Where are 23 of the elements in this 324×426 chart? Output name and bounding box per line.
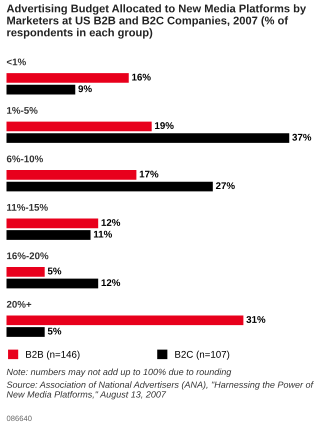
data-label: 9% <box>78 85 92 92</box>
y-tick-label: 16%-20% <box>7 252 48 260</box>
data-label: 37% <box>292 134 312 141</box>
data-label: 19% <box>155 122 174 130</box>
y-tick-label: 1%-5% <box>7 106 38 114</box>
legend-label: B2C (n=107) <box>175 350 230 360</box>
data-label: 16% <box>132 74 151 81</box>
legend-label: B2B (n=146) <box>26 350 80 360</box>
text: Note: numbers may not add up to 100% due to rounding <box>6 368 232 377</box>
y-tick-label: 20%+ <box>6 300 32 308</box>
y-tick-label: <1% <box>6 58 26 66</box>
data-label: 5% <box>48 268 62 274</box>
data-label: 17% <box>140 170 158 178</box>
data-label: 27% <box>216 182 235 190</box>
data-label: 12% <box>102 279 120 286</box>
data-label: 12% <box>102 219 120 226</box>
data-label: 5% <box>48 328 62 335</box>
data-label: 11% <box>94 230 112 238</box>
y-tick-label: 11%-15% <box>7 204 48 211</box>
y-tick-label: 6%-10% <box>6 155 43 162</box>
data-label: 31% <box>246 316 266 323</box>
source-note: Source: Association of National Advertisers (ANA), "Harnessing the Power of New Media Platforms," August 13, 2007 <box>6 381 314 400</box>
chart-title: Advertising Budget Allocated to New Media Platforms by Marketers at US B2B and B2C Companies, 2007 (% of respondents in each group) <box>6 4 306 39</box>
